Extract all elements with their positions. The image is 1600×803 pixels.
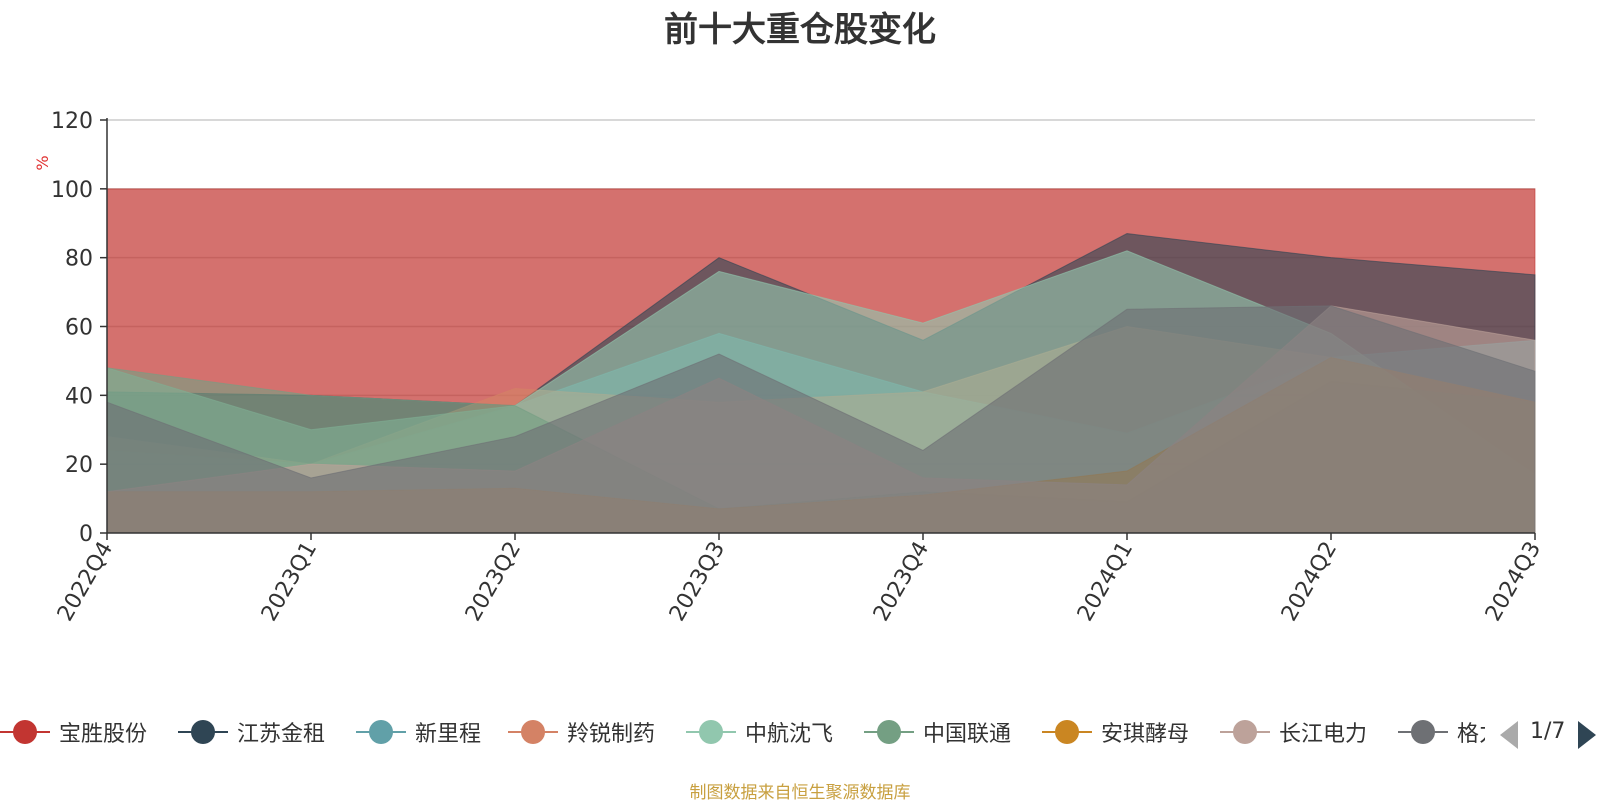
legend-item[interactable]: 新里程 (356, 712, 481, 752)
area-chart: 0 20 40 60 80 100 120 2022Q4 2023Q1 2023Q2 2023Q3 2… (33, 109, 1546, 626)
legend-label: 羚锐制药 (567, 722, 656, 747)
legend-label: 安琪酵母 (1101, 722, 1190, 747)
legend-label: 中航沈飞 (745, 722, 834, 747)
legend-pager: 1/7 (1500, 717, 1600, 751)
legend-marker-dot (699, 720, 723, 744)
y-tick-label: 100 (51, 178, 93, 203)
legend-marker-icon (1398, 719, 1448, 745)
legend-item[interactable]: 格力电器 (1398, 712, 1485, 752)
legend-item[interactable]: 中航沈飞 (686, 712, 833, 752)
legend-marker-dot (1411, 720, 1435, 744)
y-axis-label: % (33, 155, 52, 170)
legend-marker-icon (864, 719, 914, 745)
area-series-9 (106, 305, 1536, 534)
legend-marker-icon (1220, 719, 1270, 745)
legend-label: 新里程 (415, 722, 482, 747)
source-note: 制图数据来自恒生聚源数据库 (689, 783, 911, 803)
area-series (106, 188, 1536, 534)
legend-next-page-icon[interactable] (1578, 721, 1596, 749)
legend-marker-icon (686, 719, 736, 745)
y-tick-label: 60 (65, 316, 93, 341)
legend-item[interactable]: 安琪酵母 (1042, 712, 1189, 752)
legend-marker-dot (191, 720, 215, 744)
legend-marker-dot (1233, 720, 1257, 744)
legend-marker-icon (1042, 719, 1092, 745)
x-tick-label: 2023Q3 (665, 538, 730, 626)
y-tick-label: 40 (65, 384, 93, 409)
x-tick-label: 2023Q2 (461, 538, 526, 626)
legend-item[interactable]: 中国联通 (864, 712, 1011, 752)
legend: 宝胜股份 江苏金租 新里程 羚锐制药 中航沈飞 中国联通 安琪酵母 长江电力 格力电器 (0, 712, 1485, 752)
legend-item[interactable]: 羚锐制药 (508, 712, 655, 752)
legend-label: 宝胜股份 (59, 722, 148, 747)
x-tick-label: 2023Q4 (869, 538, 934, 626)
legend-label: 中国联通 (923, 722, 1012, 747)
legend-item[interactable]: 江苏金租 (178, 712, 325, 752)
legend-label: 长江电力 (1279, 722, 1368, 747)
y-tick-label: 20 (65, 453, 93, 478)
x-tick-label: 2023Q1 (257, 538, 322, 626)
y-tick-label: 80 (65, 247, 93, 272)
legend-prev-page-icon[interactable] (1500, 721, 1518, 749)
legend-marker-icon (356, 719, 406, 745)
legend-marker-dot (521, 720, 545, 744)
x-tick-label: 2022Q4 (53, 538, 118, 626)
x-tick-label: 2024Q2 (1277, 538, 1342, 626)
y-tick-label: 120 (51, 109, 93, 134)
legend-label: 格力电器 (1457, 722, 1485, 747)
legend-item[interactable]: 宝胜股份 (0, 712, 147, 752)
legend-marker-dot (369, 720, 393, 744)
legend-marker-icon (178, 719, 228, 745)
legend-marker-icon (0, 719, 50, 745)
x-tick-label: 2024Q3 (1481, 538, 1546, 626)
x-tick-label: 2024Q1 (1073, 538, 1138, 626)
legend-marker-dot (1055, 720, 1079, 744)
y-tick-label: 0 (79, 522, 93, 547)
legend-marker-icon (508, 719, 558, 745)
legend-label: 江苏金租 (237, 722, 326, 747)
chart-title: 前十大重仓股变化 (664, 10, 936, 50)
legend-page-indicator: 1/7 (1530, 719, 1566, 744)
legend-marker-dot (13, 720, 37, 744)
legend-marker-dot (877, 720, 901, 744)
legend-item[interactable]: 长江电力 (1220, 712, 1367, 752)
